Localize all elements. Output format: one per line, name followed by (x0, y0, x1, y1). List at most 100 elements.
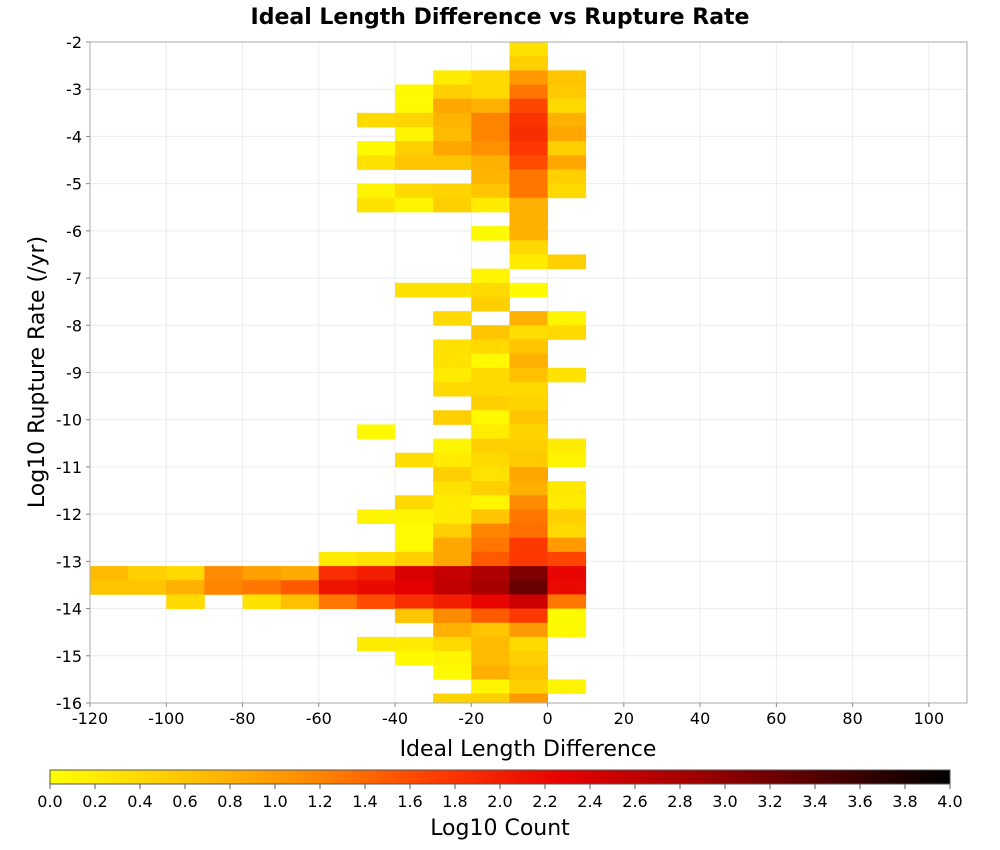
heatmap-cell (471, 580, 510, 595)
heatmap-cell (166, 594, 205, 609)
heatmap-cell (471, 112, 510, 128)
y-tick-label: -9 (66, 364, 82, 383)
x-tick-label: 40 (690, 709, 710, 728)
heatmap-cell (433, 183, 472, 199)
heatmap-cell (471, 410, 510, 425)
heatmap-cell (356, 509, 396, 524)
heatmap-cell (509, 282, 548, 298)
heatmap-cell (471, 282, 510, 298)
heatmap-cell (433, 155, 472, 170)
heatmap-cell (509, 438, 548, 454)
x-tick-label: -100 (148, 709, 184, 728)
colorbar-tick-label: 2.8 (667, 792, 692, 811)
heatmap-cell (318, 566, 358, 581)
heatmap-cell (547, 126, 587, 142)
colorbar (49, 769, 951, 785)
heatmap-cell (547, 169, 587, 185)
heatmap-cell (509, 339, 548, 355)
heatmap-cell (318, 594, 358, 609)
heatmap-cell (395, 452, 434, 468)
colorbar-tick-label: 1.4 (352, 792, 377, 811)
heatmap-cell (509, 608, 548, 624)
heatmap-cell (509, 410, 548, 425)
heatmap-cell (128, 580, 167, 595)
heatmap-cell (509, 523, 548, 539)
heatmap-cell (547, 679, 587, 694)
heatmap-cell (509, 254, 548, 270)
y-tick-label: -5 (66, 175, 82, 194)
heatmap-cell (128, 566, 167, 581)
x-tick-label: 80 (842, 709, 862, 728)
heatmap-cell (509, 537, 548, 553)
heatmap-cell (433, 523, 472, 539)
x-tick-label: -20 (458, 709, 484, 728)
heatmap-cell (242, 580, 282, 595)
heatmap-cell (547, 523, 587, 539)
heatmap-cell (395, 197, 434, 213)
heatmap-cell (471, 339, 510, 355)
heatmap-cell (471, 126, 510, 142)
heatmap-cell (509, 622, 548, 638)
heatmap-cell (356, 112, 396, 128)
heatmap-cell (471, 381, 510, 397)
heatmap-cell (356, 155, 396, 170)
heatmap-cell (395, 98, 434, 114)
heatmap-cell (547, 98, 587, 114)
y-axis-label: Log10 Rupture Rate (/yr) (25, 236, 50, 508)
heatmap-cell (433, 537, 472, 553)
colorbar-ticks: 0.0 0.2 0.4 0.6 0.8 1.0 1.2 1.4 1.6 1.8 2.0 2.2 2.4 2… (37, 784, 963, 811)
colorbar-tick-label: 3.0 (712, 792, 737, 811)
heatmap-cell (280, 594, 320, 609)
heatmap-cell (471, 84, 510, 100)
heatmap-cell (471, 98, 510, 114)
heatmap-cell (471, 141, 510, 156)
heatmap-cell (471, 367, 510, 383)
heatmap-cell (395, 580, 434, 595)
heatmap-cell (547, 495, 587, 510)
heatmap-cell (509, 381, 548, 397)
y-tick-label: -6 (66, 222, 82, 241)
heatmap-cell (356, 551, 396, 567)
heatmap-cell (509, 651, 548, 666)
heatmap-cell (547, 509, 587, 524)
colorbar-tick-label: 2.6 (622, 792, 647, 811)
heatmap-cell (547, 537, 587, 553)
heatmap-cell (318, 580, 358, 595)
heatmap-cell (471, 636, 510, 652)
heatmap-cell (509, 141, 548, 156)
heatmap-cell (395, 608, 434, 624)
heatmap-cell (395, 84, 434, 100)
heatmap-cell (166, 580, 205, 595)
heatmap-cell (356, 141, 396, 156)
heatmap-cell (471, 665, 510, 680)
heatmap-cell (395, 155, 434, 170)
heatmap-cell (547, 622, 587, 638)
heatmap-cell (433, 566, 472, 581)
heatmap-cell (395, 282, 434, 298)
heatmap-cell (509, 665, 548, 680)
heatmap-cell (509, 98, 548, 114)
heatmap-cell (280, 580, 320, 595)
x-tick-label: -120 (72, 709, 108, 728)
y-tick-label: -8 (66, 316, 82, 335)
heatmap-cell (547, 594, 587, 609)
heatmap-cell (547, 155, 587, 170)
heatmap-cell (433, 509, 472, 524)
colorbar-tick-label: 1.6 (397, 792, 422, 811)
heatmap-cell (395, 636, 434, 652)
heatmap-cell (547, 325, 587, 340)
colorbar-tick-label: 3.8 (892, 792, 917, 811)
heatmap-cell (395, 126, 434, 142)
heatmap-cell (547, 254, 587, 270)
heatmap-cell (509, 211, 548, 227)
colorbar-tick-label: 2.2 (532, 792, 557, 811)
heatmap-cell (547, 566, 587, 581)
heatmap-cell (280, 566, 320, 581)
heatmap-cell (356, 424, 396, 439)
heatmap-cell (509, 84, 548, 100)
heatmap-cell (471, 622, 510, 638)
heatmap-cell (509, 325, 548, 340)
heatmap-cell (395, 651, 434, 666)
heatmap-cell (471, 481, 510, 496)
